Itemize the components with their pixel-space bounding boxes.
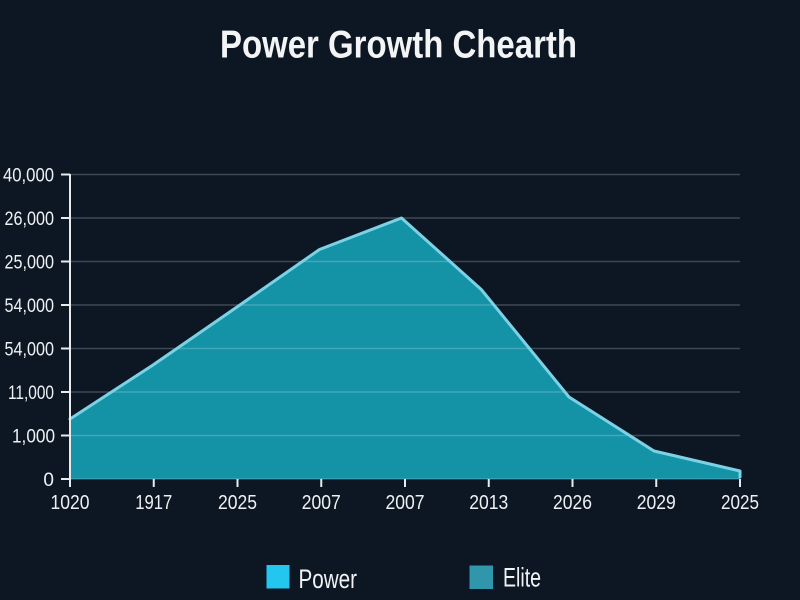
svg-text:2026: 2026: [553, 492, 592, 514]
svg-text:2025: 2025: [721, 492, 759, 514]
svg-text:54,000: 54,000: [5, 296, 55, 317]
svg-text:54,000: 54,000: [5, 340, 55, 361]
svg-text:1020: 1020: [51, 492, 90, 514]
svg-text:2007: 2007: [386, 492, 425, 514]
svg-text:11,000: 11,000: [8, 383, 54, 404]
svg-text:40,000: 40,000: [3, 166, 54, 187]
svg-text:1,000: 1,000: [12, 427, 55, 448]
svg-text:Elite: Elite: [503, 563, 541, 593]
svg-text:25,000: 25,000: [5, 253, 55, 274]
svg-text:Power Growth Chearth: Power Growth Chearth: [220, 24, 577, 67]
svg-text:1917: 1917: [135, 492, 172, 514]
svg-text:2007: 2007: [302, 492, 341, 514]
svg-text:2013: 2013: [469, 492, 508, 514]
svg-text:Power: Power: [299, 564, 358, 594]
svg-text:2029: 2029: [637, 492, 676, 514]
svg-text:26,000: 26,000: [5, 209, 55, 230]
svg-text:0: 0: [43, 470, 54, 491]
svg-text:2025: 2025: [218, 492, 257, 514]
